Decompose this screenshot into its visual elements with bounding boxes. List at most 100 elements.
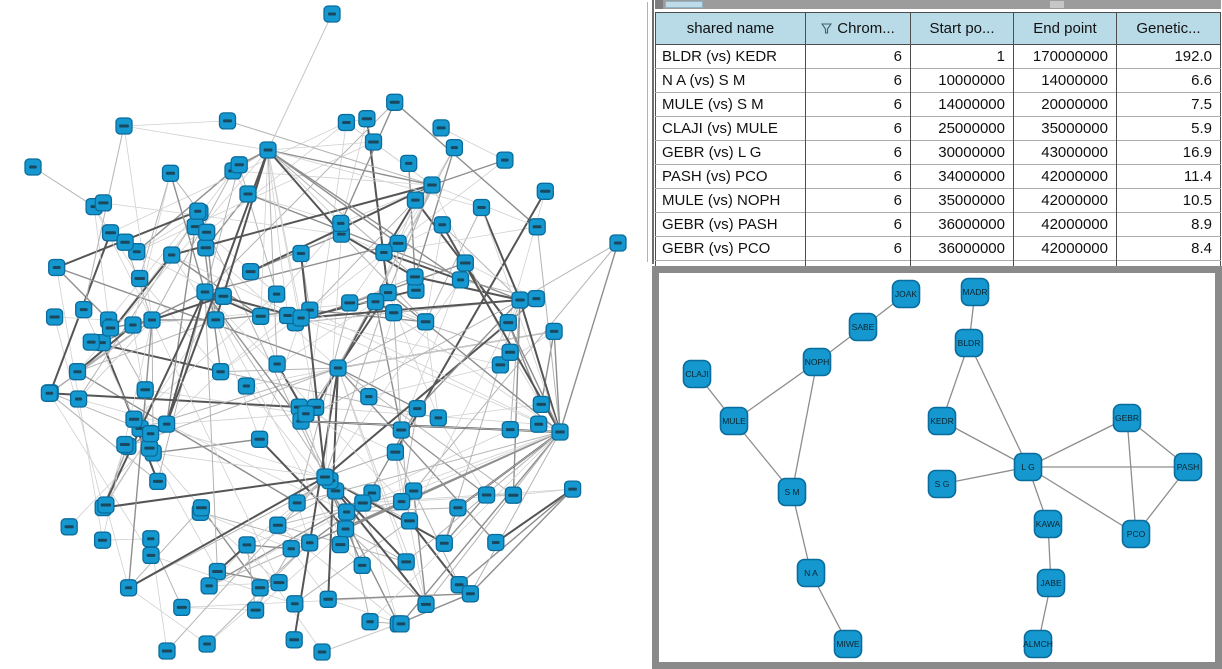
network-node[interactable]	[161, 164, 180, 182]
network-edge[interactable]	[1027, 466, 1137, 535]
network-node-kawa[interactable]: KAWA	[1033, 509, 1063, 539]
network-node-pash[interactable]: PASH	[1173, 452, 1203, 482]
network-node[interactable]	[75, 300, 93, 319]
main-network-canvas[interactable]	[0, 0, 646, 669]
network-node[interactable]	[332, 214, 350, 233]
table-row[interactable]: GEBR (vs) PCO 6 36000000 42000000 8.4	[655, 236, 1221, 261]
cell-value[interactable]: 25000000	[910, 116, 1014, 141]
network-node[interactable]	[400, 154, 418, 173]
table-row[interactable]: PASH (vs) PCO 6 34000000 42000000 11.4	[655, 164, 1221, 189]
network-node[interactable]	[429, 409, 447, 427]
network-node[interactable]	[341, 294, 359, 312]
cell-value[interactable]: 42000000	[1013, 236, 1117, 261]
cell-value[interactable]: 6	[805, 212, 911, 237]
network-node[interactable]	[196, 283, 214, 301]
network-node[interactable]	[319, 590, 337, 608]
network-node[interactable]	[435, 534, 453, 552]
network-edge[interactable]	[1027, 417, 1128, 468]
network-node[interactable]	[241, 262, 260, 281]
cell-value[interactable]: 6	[805, 236, 911, 261]
network-node[interactable]	[360, 387, 378, 406]
network-node[interactable]	[128, 243, 146, 261]
cell-value[interactable]: 6	[805, 92, 911, 117]
network-node[interactable]	[301, 534, 319, 552]
cell-value[interactable]: 5.9	[1116, 116, 1221, 141]
network-node[interactable]	[101, 224, 120, 242]
network-node[interactable]	[563, 480, 582, 498]
network-node[interactable]	[259, 141, 277, 159]
network-node[interactable]	[404, 482, 423, 500]
network-node[interactable]	[268, 355, 286, 373]
network-node[interactable]	[511, 291, 529, 309]
network-node[interactable]	[487, 533, 505, 552]
table-row[interactable]: N A (vs) S M 6 10000000 14000000 6.6	[655, 68, 1221, 93]
table-row[interactable]: MULE (vs) S M 6 14000000 20000000 7.5	[655, 92, 1221, 117]
network-node[interactable]	[337, 503, 356, 521]
network-node[interactable]	[477, 486, 496, 504]
cell-value[interactable]: 35000000	[910, 188, 1014, 213]
cell-value[interactable]: 43000000	[1013, 140, 1117, 165]
network-node[interactable]	[361, 613, 379, 631]
network-node[interactable]	[288, 494, 306, 512]
table-row[interactable]: GEBR (vs) L G 6 30000000 43000000 16.9	[655, 140, 1221, 165]
network-node-bldr[interactable]: BLDR	[954, 328, 984, 358]
network-node[interactable]	[116, 233, 134, 251]
network-node[interactable]	[331, 535, 350, 554]
network-node[interactable]	[386, 93, 404, 111]
network-node[interactable]	[433, 216, 451, 234]
network-node[interactable]	[270, 573, 288, 592]
network-node[interactable]	[207, 311, 225, 329]
network-node[interactable]	[68, 363, 87, 381]
network-node[interactable]	[136, 381, 154, 399]
network-node-kedr[interactable]: KEDR	[927, 406, 957, 436]
table-hscrollbar[interactable]	[655, 0, 1221, 9]
network-node-madr[interactable]: MADR	[960, 277, 990, 307]
column-header-endpoint[interactable]: End point	[1013, 12, 1117, 45]
network-node[interactable]	[116, 435, 134, 454]
column-header-sharedname[interactable]: shared name	[655, 12, 806, 45]
network-node[interactable]	[282, 540, 300, 558]
filtered-network-canvas[interactable]: CLAJI MULE NOPH SABE JOAK S M N A MIWE MADR BLDR K…	[659, 273, 1215, 662]
network-node-sabe[interactable]: SABE	[848, 312, 878, 342]
network-edge[interactable]	[968, 342, 1029, 468]
cell-value[interactable]: 10000000	[910, 68, 1014, 93]
cell-value[interactable]: 35000000	[1013, 116, 1117, 141]
network-node[interactable]	[397, 553, 415, 571]
network-node[interactable]	[406, 268, 424, 286]
network-node[interactable]	[456, 254, 474, 272]
network-node[interactable]	[445, 138, 464, 157]
network-node[interactable]	[198, 635, 216, 653]
network-node[interactable]	[491, 356, 510, 374]
network-node[interactable]	[366, 293, 385, 311]
filter-funnel-icon[interactable]	[821, 23, 833, 34]
network-node[interactable]	[292, 244, 310, 263]
network-node[interactable]	[192, 499, 211, 517]
network-node[interactable]	[386, 443, 405, 461]
network-node-mule[interactable]: MULE	[719, 406, 749, 436]
network-node[interactable]	[423, 176, 441, 194]
network-node[interactable]	[197, 239, 215, 257]
network-node[interactable]	[141, 425, 160, 443]
network-node[interactable]	[406, 191, 425, 209]
network-node[interactable]	[157, 415, 176, 433]
network-node[interactable]	[353, 556, 371, 575]
cell-value[interactable]: 6	[805, 116, 911, 141]
network-node[interactable]	[536, 182, 554, 200]
cell-value[interactable]: 36000000	[910, 236, 1014, 261]
cell-value[interactable]: 170000000	[1013, 44, 1117, 69]
network-node[interactable]	[316, 468, 334, 486]
network-node[interactable]	[131, 269, 149, 288]
network-node[interactable]	[400, 512, 419, 530]
network-node[interactable]	[94, 194, 113, 212]
network-node-sm[interactable]: S M	[777, 477, 807, 507]
network-node[interactable]	[528, 218, 546, 236]
network-node[interactable]	[269, 516, 287, 534]
network-node[interactable]	[250, 430, 269, 448]
cell-shared-name[interactable]: CLAJI (vs) MULE	[655, 116, 806, 141]
network-edge[interactable]	[1126, 417, 1137, 535]
network-node[interactable]	[408, 399, 426, 418]
cell-value[interactable]: 6	[805, 140, 911, 165]
column-header-chrom[interactable]: Chrom...	[805, 12, 911, 45]
network-node[interactable]	[609, 234, 627, 252]
network-node[interactable]	[379, 283, 397, 302]
